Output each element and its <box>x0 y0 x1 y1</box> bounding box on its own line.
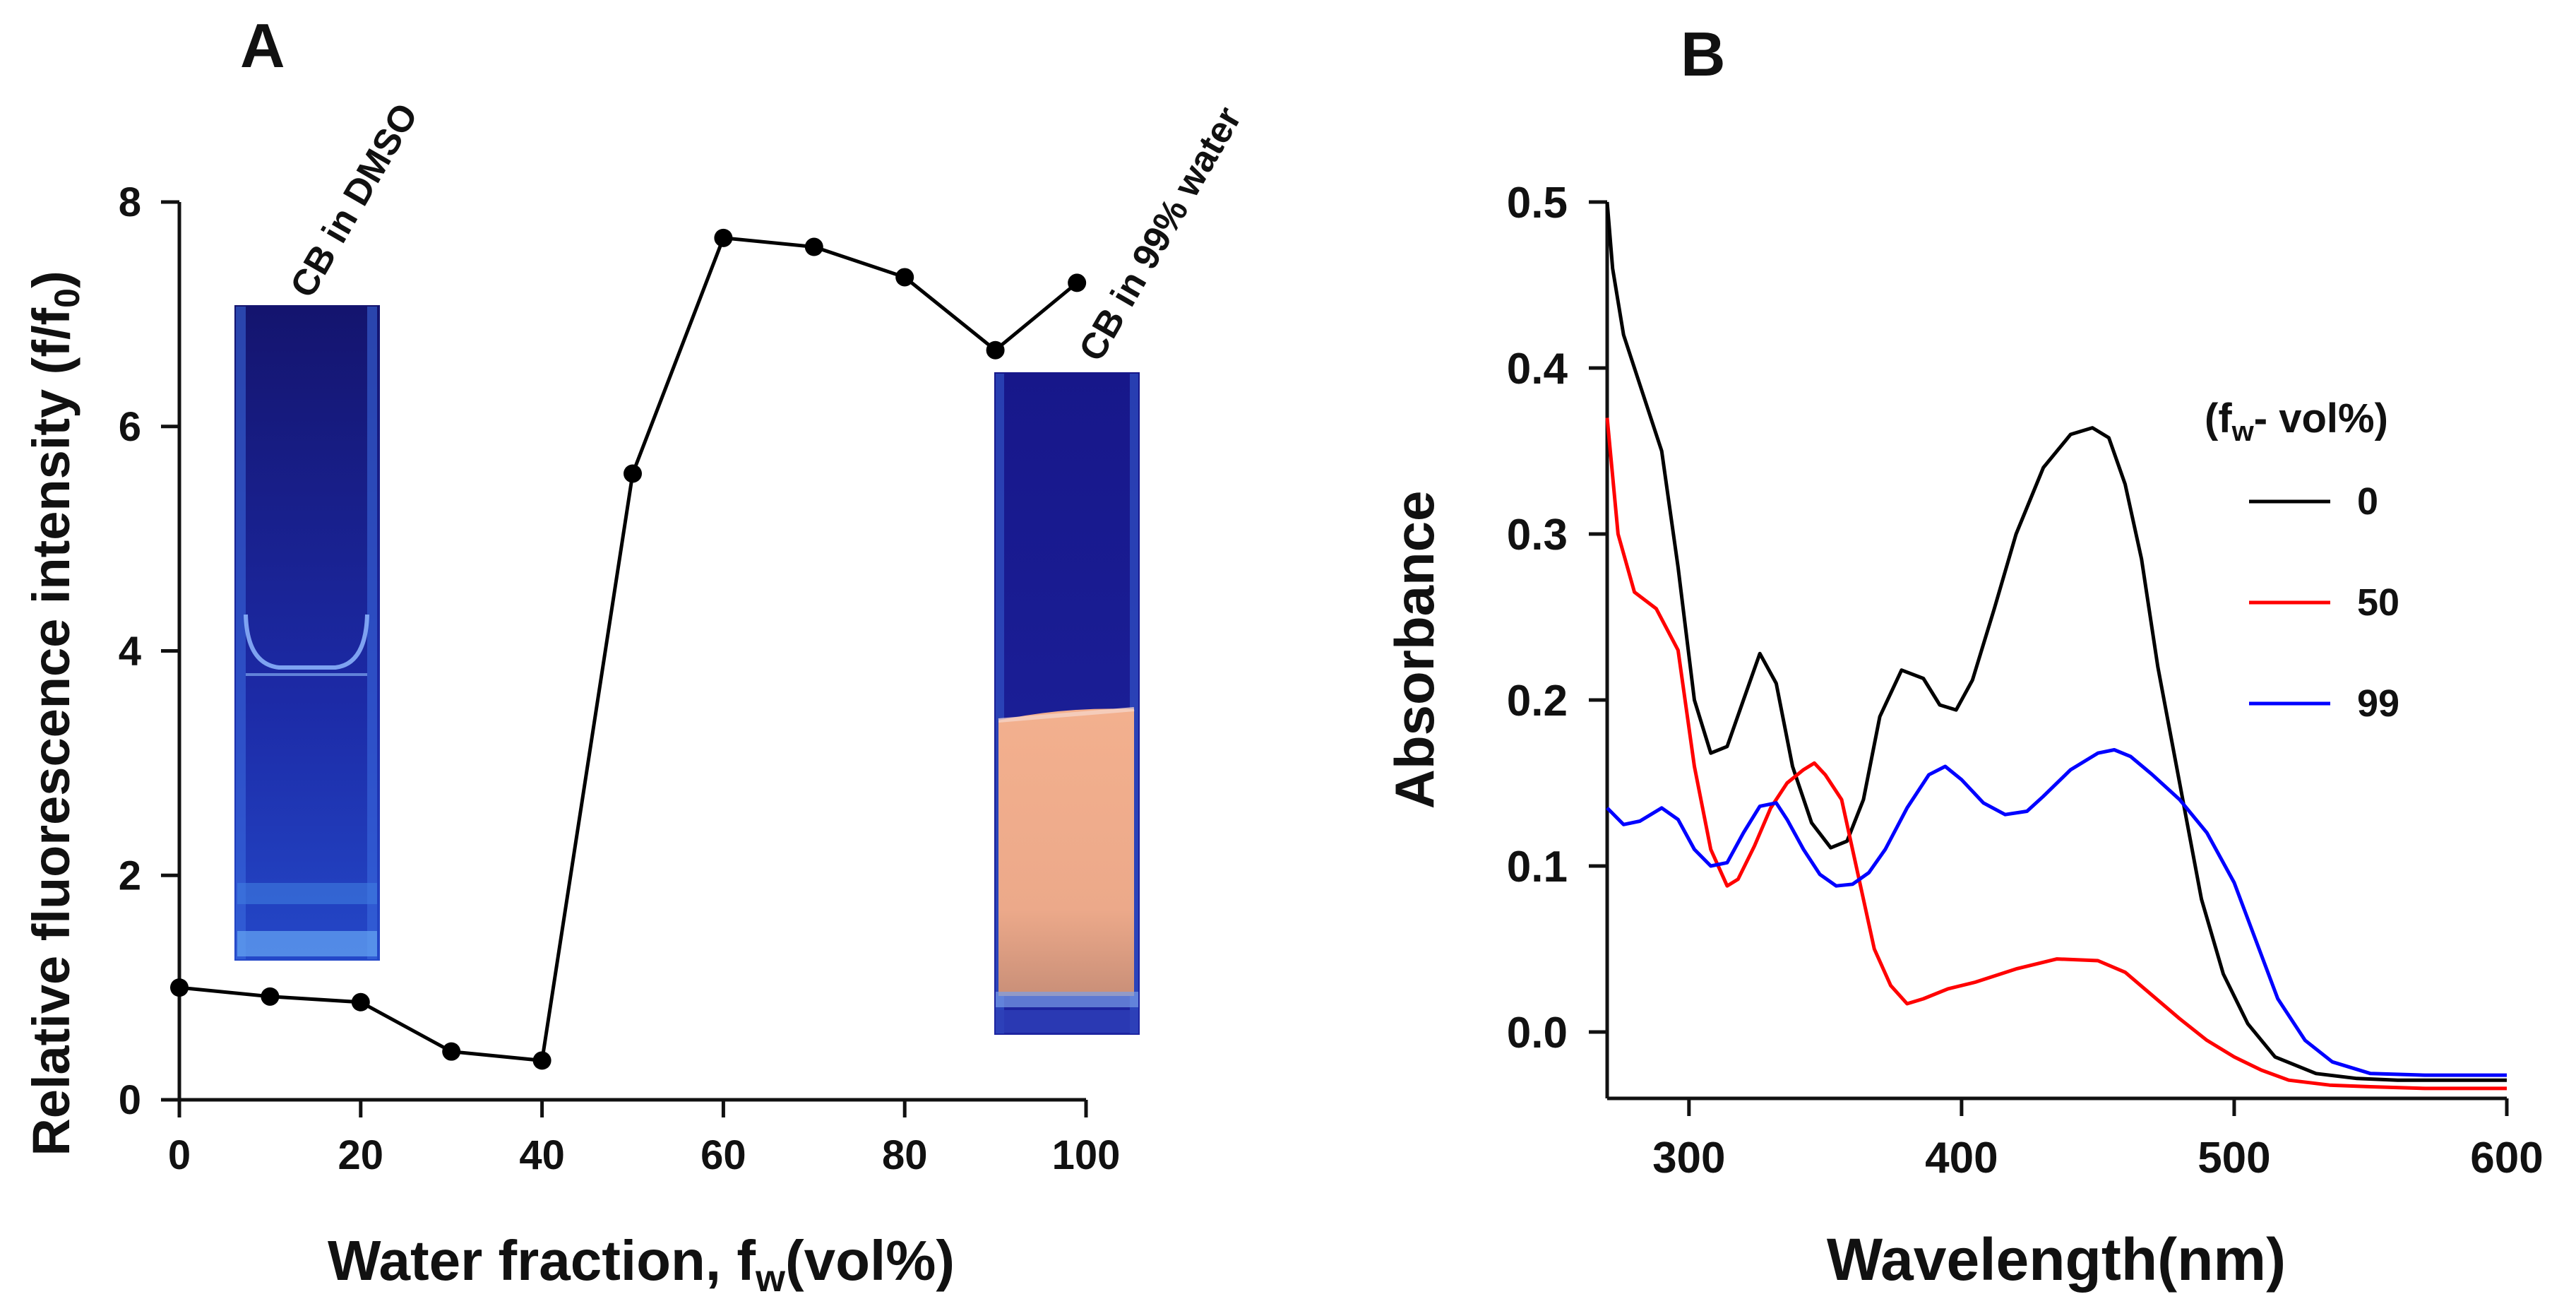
panel-b-series-0 <box>1605 201 2507 1082</box>
cuvette-water-photo <box>994 372 1140 1035</box>
panel-b-series <box>1605 201 2507 1091</box>
panel-b-x-tick-label: 400 <box>1925 1134 1998 1182</box>
legend-label-0: 0 <box>2357 480 2378 523</box>
panel-b-series-50 <box>1605 417 2507 1091</box>
panel-b-y-tick-label: 0.1 <box>1507 843 1568 891</box>
panel-a-data-point <box>170 978 189 997</box>
panel-a-data-point <box>714 228 733 247</box>
panel-a: A 0 2 4 6 8 0 20 40 60 80 100 <box>22 11 1250 1300</box>
legend-label-99: 99 <box>2357 682 2399 725</box>
legend-title: (fw- vol%) <box>2205 396 2388 447</box>
panel-a-data-points <box>170 228 1087 1070</box>
panel-a-y-tick-label: 0 <box>119 1077 141 1123</box>
panel-a-data-point <box>532 1051 551 1070</box>
panel-a-x-tick-label: 100 <box>1052 1132 1121 1178</box>
panel-a-x-tick-label: 0 <box>168 1132 191 1178</box>
panel-a-data-point <box>442 1042 461 1061</box>
panel-a-label: A <box>240 11 285 81</box>
panel-b-legend: (fw- vol%) 0 50 99 <box>2205 396 2399 725</box>
panel-a-x-axis-label: Water fraction, fw(vol%) <box>328 1229 955 1300</box>
panel-a-data-point <box>261 987 280 1006</box>
panel-b-y-tick-label: 0.5 <box>1507 179 1568 227</box>
panel-a-data-point <box>895 268 914 287</box>
panel-b-axes <box>1605 202 2507 1101</box>
panel-b-y-axis-label: Absorbance <box>1383 491 1445 809</box>
panel-a-x-ticks: 0 20 40 60 80 100 <box>168 1100 1121 1178</box>
panel-b-x-tick-label: 500 <box>2198 1134 2270 1182</box>
panel-a-x-tick-label: 60 <box>700 1132 746 1178</box>
panel-a-y-tick-label: 8 <box>119 179 141 225</box>
panel-a-data-point <box>1068 273 1087 292</box>
annotation-cb-dmso: CB in DMSO <box>282 97 426 304</box>
annotation-cb-water: CB in 99% water <box>1071 100 1250 368</box>
panel-a-data-point <box>804 237 823 256</box>
panel-a-y-tick-label: 4 <box>119 629 141 675</box>
panel-b-x-tick-label: 300 <box>1652 1134 1725 1182</box>
cuvette-dmso-photo <box>234 305 380 961</box>
panel-b-x-axis-label: Wavelength(nm) <box>1827 1226 2286 1293</box>
panel-a-y-tick-label: 6 <box>119 404 141 450</box>
panel-b-series-99 <box>1606 748 2507 1077</box>
panel-a-y-axis-label: Relative fluorescence intensity (f/f0) <box>22 271 87 1156</box>
panel-a-data-point <box>351 992 370 1012</box>
panel-b-y-tick-label: 0.0 <box>1507 1009 1568 1057</box>
panel-b-y-ticks: 0.0 0.1 0.2 0.3 0.4 0.5 <box>1507 179 1607 1057</box>
panel-a-data-point <box>986 340 1005 360</box>
panel-a-data-point <box>624 464 642 483</box>
panel-b-y-tick-label: 0.4 <box>1507 345 1568 393</box>
panel-b-label: B <box>1681 19 1726 89</box>
panel-b-y-tick-label: 0.2 <box>1507 677 1568 725</box>
panel-a-y-ticks: 0 2 4 6 8 <box>119 179 179 1123</box>
panel-b-y-tick-label: 0.3 <box>1507 511 1568 559</box>
panel-a-x-tick-label: 40 <box>519 1132 565 1178</box>
panel-b: B 0.00.10.20.30.40.5 300 400 500 600 (fw- v… <box>1383 19 2544 1293</box>
panel-a-x-tick-label: 20 <box>338 1132 384 1178</box>
legend-label-50: 50 <box>2357 581 2399 624</box>
panel-a-x-tick-label: 80 <box>882 1132 928 1178</box>
panel-b-x-ticks: 300 400 500 600 <box>1652 1098 2544 1182</box>
panel-b-x-tick-label: 600 <box>2470 1134 2543 1182</box>
panel-a-y-tick-label: 2 <box>119 853 141 898</box>
